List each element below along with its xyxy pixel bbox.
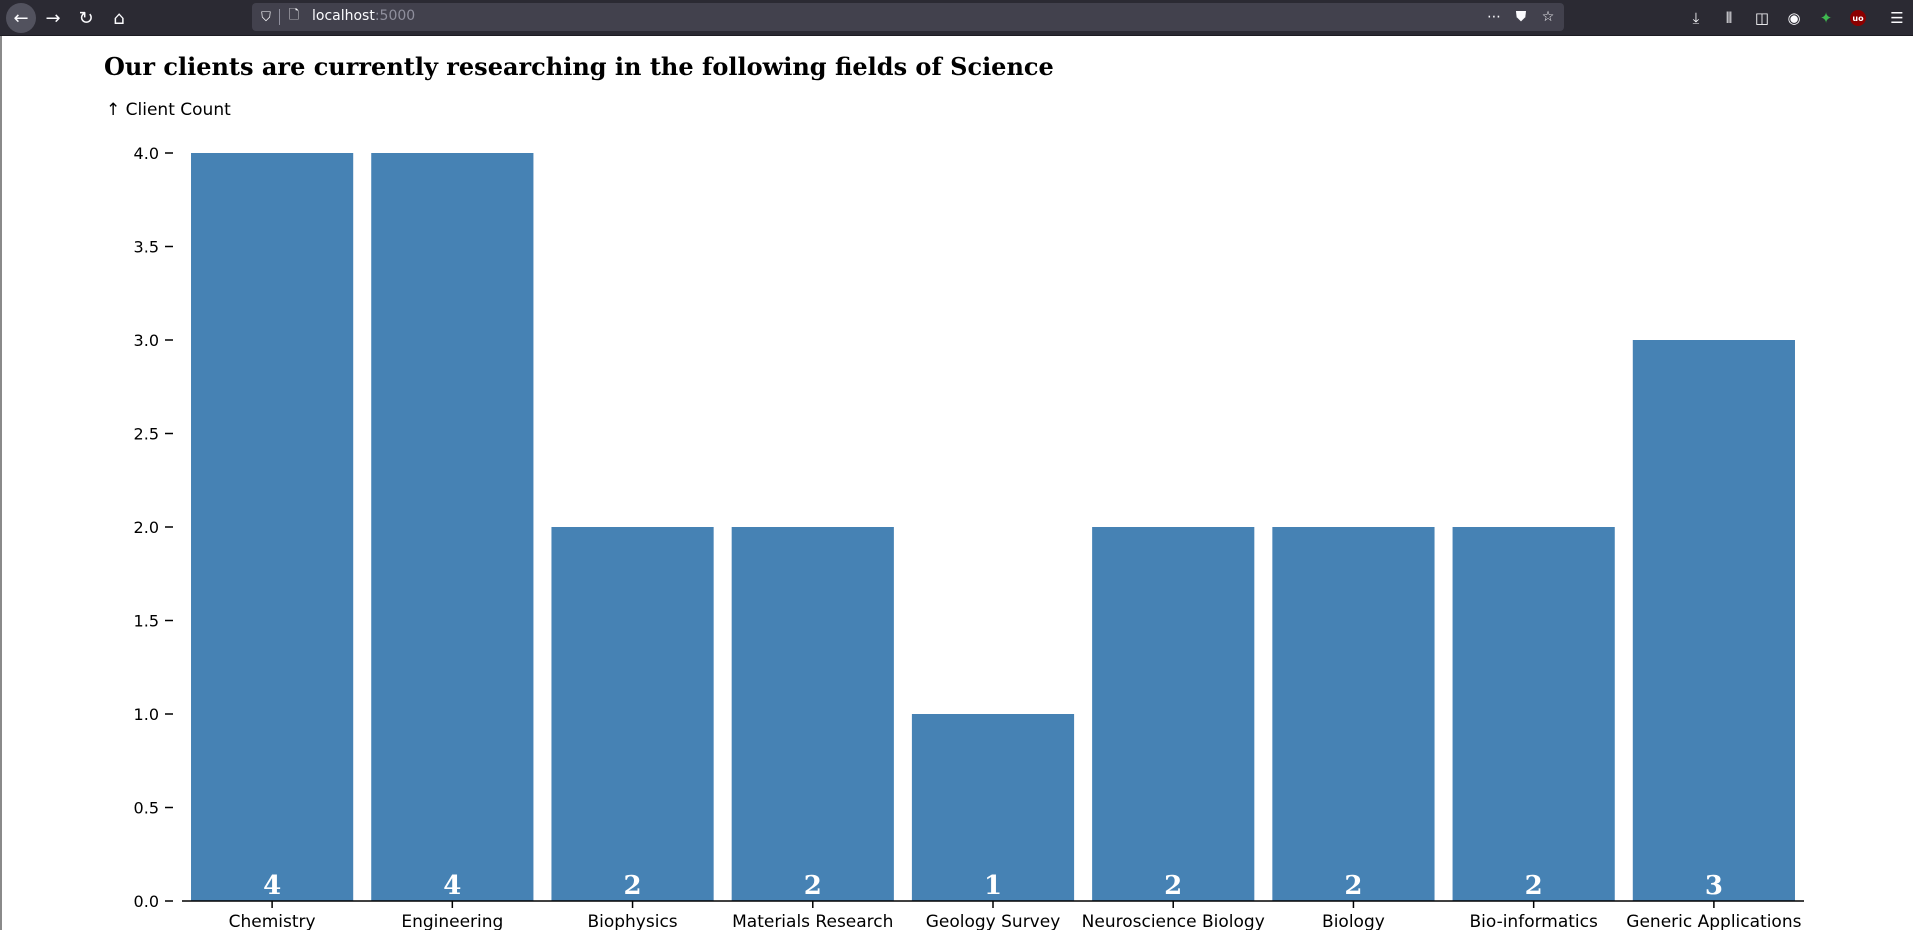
bar-value-label: 2 [1344,871,1362,901]
bar [191,153,354,901]
reload-icon: ↻ [78,7,94,29]
reload-button[interactable]: ↻ [71,3,101,33]
x-tick-label: Biology [1322,912,1385,930]
bar [731,527,894,901]
arrow-left-icon: ← [13,7,29,29]
back-button[interactable]: ← [6,3,36,33]
url-port: :5000 [374,8,416,24]
forward-button[interactable]: → [38,3,68,33]
page-title: Our clients are currently researching in… [104,52,1054,81]
extension-green-icon[interactable]: ✦ [1819,9,1833,27]
home-button[interactable]: ⌂ [104,3,134,33]
bar [1092,527,1255,901]
x-tick-label: Engineering [401,912,503,930]
bar [551,527,714,901]
bar-value-label: 2 [624,871,642,901]
account-icon[interactable]: ◉ [1787,9,1801,27]
y-tick-label: 1.0 [134,705,159,724]
x-tick-label: Bio-informatics [1469,912,1598,930]
x-tick-label: Geology Survey [926,912,1061,930]
page-icon: 🗋 [288,8,300,23]
ublock-icon[interactable]: uo [1850,10,1866,26]
y-tick-label: 3.0 [134,331,159,350]
y-tick-label: 0.0 [134,892,159,911]
bar-value-label: 2 [804,871,822,901]
more-icon[interactable]: ⋯ [1487,9,1501,25]
pocket-icon[interactable]: ⛊ [1515,9,1527,25]
bar-chart: ↑ Client Count 0.0 0.5 1.0 1.5 2.0 2.5 3.0 3.5 4.… [106,100,1804,930]
x-tick-label: Neuroscience Biology [1082,912,1265,930]
url-bar[interactable]: ⛉ 🗋 localhost:5000 ⋯ ⛊ ☆ [252,3,1564,31]
bar-value-label: 1 [984,871,1002,901]
bar-value-label: 2 [1164,871,1182,901]
bar-value-label: 2 [1525,871,1543,901]
url-text[interactable]: localhost:5000 [312,8,415,24]
url-divider [279,9,280,25]
arrow-right-icon: → [45,7,61,29]
y-tick-label: 3.5 [134,238,159,257]
bar [1272,527,1435,901]
x-tick-label: Generic Applications [1626,912,1801,930]
bar [1452,527,1615,901]
hamburger-menu-icon[interactable]: ☰ [1890,9,1904,27]
bar-value-label: 3 [1705,871,1723,901]
bar [1632,340,1795,901]
y-axis-label: ↑ Client Count [106,100,231,120]
y-tick-label: 4.0 [134,144,159,163]
sidebar-icon[interactable]: ◫ [1754,9,1770,27]
x-tick-label: Biophysics [587,912,677,930]
page-content: Our clients are currently researching in… [0,36,1913,930]
shield-icon[interactable]: ⛉ [261,9,271,25]
y-tick-label: 2.5 [134,425,159,444]
bar-value-label: 4 [443,871,461,901]
x-tick-label: Materials Research [732,912,893,930]
star-icon[interactable]: ☆ [1541,9,1555,25]
y-tick-label: 2.0 [134,518,159,537]
library-icon[interactable]: ⫴ [1725,9,1733,27]
bar-value-label: 4 [263,871,281,901]
bar [371,153,534,901]
home-icon: ⌂ [113,7,125,29]
url-host: localhost [312,8,375,24]
x-tick-label: Chemistry [229,912,316,930]
download-icon[interactable]: ⤓ [1692,9,1700,27]
y-tick-label: 0.5 [134,799,159,818]
browser-toolbar: ← → ↻ ⌂ ⛉ 🗋 localhost:5000 ⋯ ⛊ ☆ ⤓ ⫴ ◫ ◉… [0,0,1913,36]
y-tick-label: 1.5 [134,612,159,631]
bar [911,714,1075,901]
